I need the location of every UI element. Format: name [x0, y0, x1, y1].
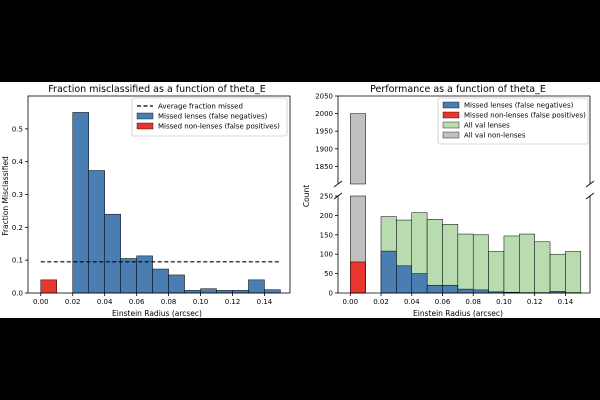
- right-bar: [503, 235, 520, 294]
- right-bar: [457, 288, 474, 294]
- left-x-tick-label: 0.04: [97, 298, 113, 306]
- left-x-tick-label: 0.00: [33, 298, 49, 306]
- right-x-tick-label: 0.02: [373, 298, 389, 306]
- right-x-tick-label: 0.06: [435, 298, 451, 306]
- left-x-tick-label: 0.12: [225, 298, 241, 306]
- right-bar: [350, 261, 366, 294]
- left-x-tick-label: 0.08: [161, 298, 177, 306]
- left-y-axis-label: Fraction Misclassified: [1, 156, 10, 236]
- right-x-tick-label: 0.00: [342, 298, 358, 306]
- left-plot-area: 0.00 0.02 0.04 0.06 0.08 0.10 0.12 0.14 0.0 0.1 0.…: [12, 95, 291, 306]
- left-x-tick-label: 0.10: [193, 298, 209, 306]
- left-y-tick-label: 0.5: [12, 125, 23, 133]
- legend-label: Missed lenses (false negatives): [464, 102, 574, 110]
- right-bar: [472, 234, 489, 294]
- right-bar: [442, 284, 459, 294]
- right-x-tick-label: 0.14: [558, 298, 574, 306]
- right-bar: [380, 250, 397, 294]
- right-upper-axes-frame: [337, 95, 591, 184]
- right-bar: [472, 289, 489, 294]
- right-x-tick-label: 0.08: [465, 298, 481, 306]
- left-y-tick-label: 0.1: [12, 257, 23, 265]
- left-x-tick-label: 0.02: [65, 298, 81, 306]
- axis-break-mark: [333, 180, 343, 188]
- right-x-axis-label: Einstein Radius (arcsec): [413, 309, 503, 318]
- axis-break-mark: [585, 192, 595, 200]
- right-bar: [565, 251, 582, 294]
- right-y-tick-label: 50: [324, 270, 333, 278]
- left-bar: [120, 258, 137, 294]
- left-bar: [152, 268, 169, 294]
- left-chart-title: Fraction misclassified as a function of …: [48, 84, 265, 95]
- right-bar: [426, 219, 443, 294]
- axis-break-mark: [585, 180, 595, 188]
- left-legend: [131, 97, 288, 137]
- right-bar: [488, 251, 505, 294]
- right-bar-upper: [350, 113, 366, 185]
- right-y-tick-label: 1900: [315, 145, 333, 153]
- legend-label: All val non-lenses: [464, 132, 526, 140]
- legend-swatch: [136, 122, 154, 130]
- right-legend: [437, 97, 589, 145]
- left-y-tick-label: 0.4: [12, 158, 24, 166]
- right-y-tick-label: 200: [320, 212, 333, 220]
- left-bar: [168, 274, 185, 294]
- right-y-axis-label: Count: [302, 185, 311, 207]
- right-chart-title: Performance as a function of theta_E: [370, 84, 546, 95]
- legend-label: All val lenses: [464, 122, 510, 130]
- right-x-tick-label: 0.04: [404, 298, 420, 306]
- left-bar: [200, 288, 217, 294]
- right-bar: [411, 273, 428, 294]
- right-lower-axes-frame: [337, 196, 591, 294]
- left-y-tick-label: 0.0: [12, 290, 23, 298]
- left-bar: [40, 279, 58, 294]
- right-y-tick-label: 2050: [315, 93, 333, 101]
- left-bar: [104, 213, 121, 294]
- right-y-tick-label: 2000: [315, 110, 333, 118]
- right-plot-area: 0.00 0.02 0.04 0.06 0.08 0.10 0.12 0.14 1850 1900…: [315, 93, 595, 306]
- right-y-tick-label: 250: [320, 193, 333, 201]
- legend-label: Missed non-lenses (false positives): [158, 123, 280, 131]
- right-y-tick-label: 100: [320, 251, 333, 259]
- legend-swatch: [442, 131, 460, 139]
- left-y-tick-label: 0.2: [12, 224, 23, 232]
- right-bar: [426, 284, 443, 294]
- right-y-tick-label: 1850: [315, 163, 333, 171]
- right-bar: [519, 233, 535, 294]
- left-bar: [264, 289, 281, 294]
- right-x-tick-label: 0.12: [527, 298, 543, 306]
- legend-swatch: [136, 112, 154, 120]
- legend-swatch: [442, 111, 460, 119]
- legend-label: Missed lenses (false negatives): [158, 113, 268, 121]
- legend-swatch: [442, 101, 460, 109]
- right-x-tick-label: 0.10: [496, 298, 512, 306]
- left-bar: [72, 112, 89, 294]
- right-bar: [442, 224, 459, 294]
- left-y-tick-label: 0.3: [12, 191, 23, 199]
- right-bar: [396, 265, 413, 294]
- right-bar: [457, 233, 474, 294]
- right-y-tick-label: 0: [329, 290, 333, 298]
- legend-label: Missed non-lenses (false positives): [464, 112, 586, 120]
- left-bar: [88, 170, 105, 294]
- figure-svg: Fraction misclassified as a function of …: [1, 84, 595, 318]
- figure: Fraction misclassified as a function of …: [0, 82, 600, 318]
- right-y-tick-label: 1950: [315, 128, 333, 136]
- right-bar: [549, 253, 566, 294]
- left-x-tick-label: 0.14: [257, 298, 273, 306]
- right-bar: [534, 241, 551, 294]
- legend-swatch: [442, 121, 460, 129]
- right-y-tick-label: 150: [320, 231, 333, 239]
- left-x-tick-label: 0.06: [129, 298, 145, 306]
- left-bar: [248, 279, 265, 294]
- left-x-axis-label: Einstein Radius (arcsec): [112, 309, 202, 318]
- legend-average-label: Average fraction missed: [158, 103, 243, 111]
